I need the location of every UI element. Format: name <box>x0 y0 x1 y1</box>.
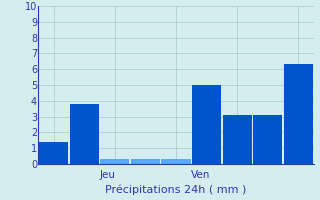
Bar <box>162 159 190 164</box>
Bar <box>253 115 282 164</box>
Bar <box>100 159 129 164</box>
Text: Jeu: Jeu <box>100 170 116 180</box>
Bar <box>284 64 313 164</box>
Bar <box>70 104 99 164</box>
Bar <box>223 115 252 164</box>
Bar <box>192 85 221 164</box>
Text: Précipitations 24h ( mm ): Précipitations 24h ( mm ) <box>105 185 247 195</box>
Bar <box>39 142 68 164</box>
Text: Ven: Ven <box>191 170 211 180</box>
Bar <box>131 159 160 164</box>
